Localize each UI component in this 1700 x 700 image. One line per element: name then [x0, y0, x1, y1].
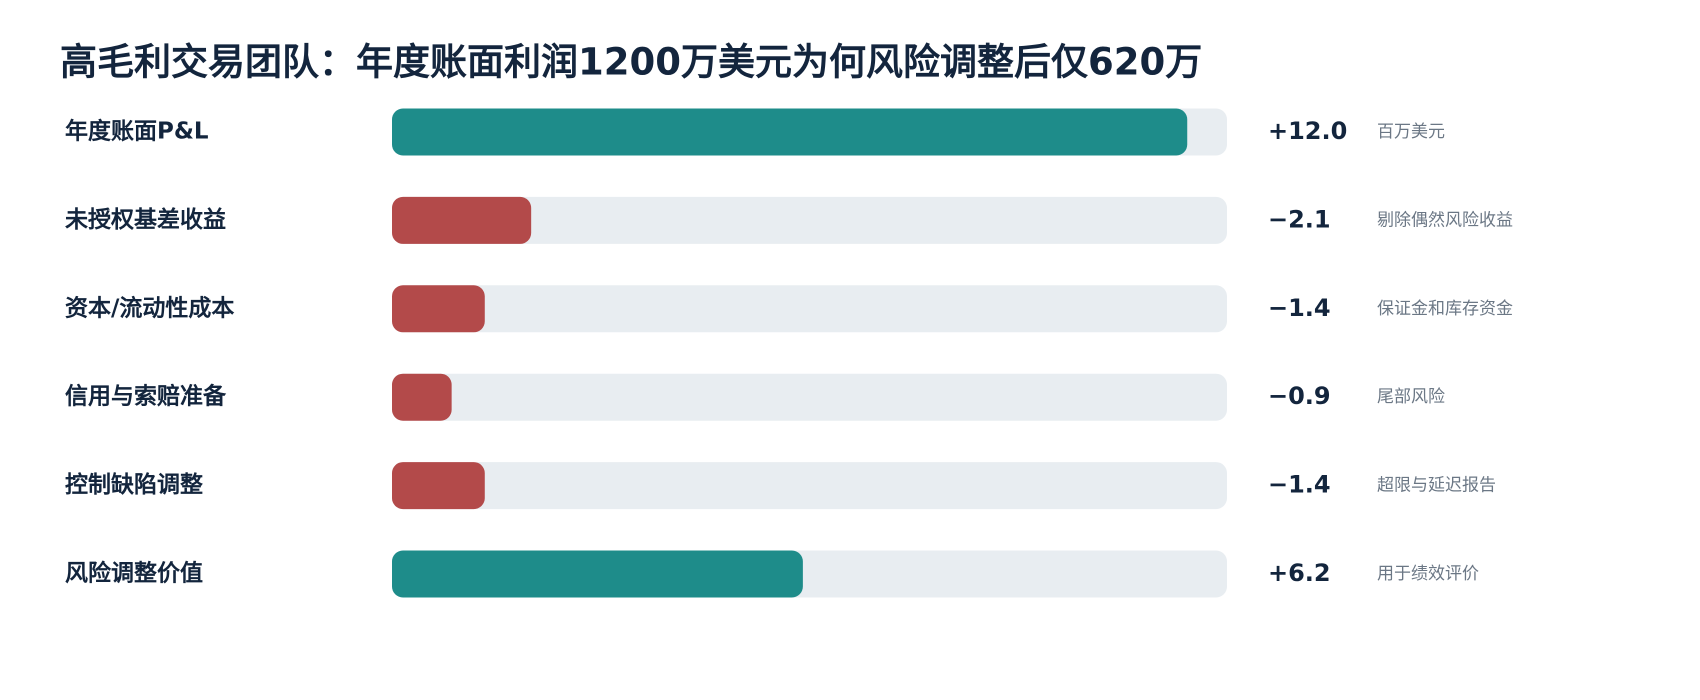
- category-label: 控制缺陷调整: [65, 471, 203, 498]
- value-label: +12.0: [1268, 117, 1347, 145]
- value-label: −1.4: [1268, 471, 1331, 499]
- category-label: 风险调整价值: [65, 560, 203, 587]
- bar-track: [392, 373, 1227, 421]
- note-label: 尾部风险: [1377, 387, 1445, 407]
- category-label: 资本/流动性成本: [65, 294, 234, 321]
- value-label: −0.9: [1268, 382, 1331, 410]
- bar: [392, 550, 803, 598]
- bar: [392, 285, 485, 333]
- bar: [392, 373, 452, 421]
- note-label: 剔除偶然风险收益: [1377, 210, 1513, 230]
- category-label: 信用与索赔准备: [65, 383, 227, 410]
- chart-title: 高毛利交易团队：年度账面利润1200万美元为何风险调整后仅620万: [60, 41, 1202, 84]
- bar: [392, 462, 485, 510]
- bar-track: [392, 196, 1227, 244]
- category-label: 年度账面P&L: [65, 118, 209, 145]
- note-label: 用于绩效评价: [1377, 564, 1479, 584]
- value-label: −1.4: [1268, 294, 1331, 322]
- note-label: 超限与延迟报告: [1377, 476, 1496, 496]
- bar-track: [392, 285, 1227, 333]
- note-label: 保证金和库存资金: [1377, 299, 1513, 319]
- category-label: 未授权基差收益: [65, 206, 226, 233]
- bar-track: [392, 462, 1227, 510]
- bar: [392, 108, 1188, 156]
- value-label: −2.1: [1268, 205, 1331, 233]
- value-label: +6.2: [1268, 559, 1331, 587]
- note-label: 百万美元: [1377, 122, 1445, 142]
- bar: [392, 196, 532, 244]
